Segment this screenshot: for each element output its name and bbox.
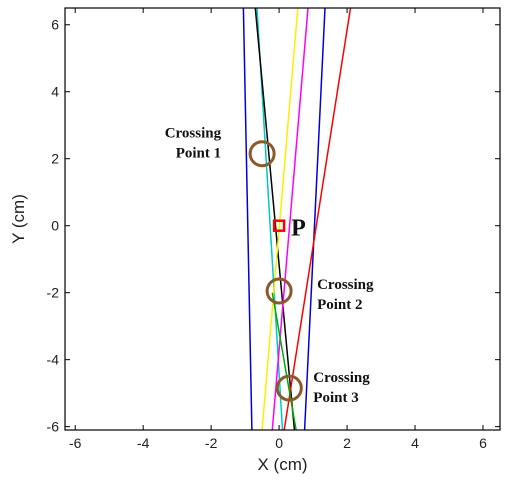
crossing-point-2-label-line2: Point 2 [317, 297, 362, 313]
point-p-label: P [291, 216, 306, 242]
crossing-point-1-label-line1: Crossing [165, 126, 222, 142]
y-tick-label: -2 [47, 285, 60, 301]
plot-area [65, 8, 500, 430]
series-line-7 [283, 8, 352, 430]
series-line-1 [242, 8, 253, 430]
x-tick-label: 6 [479, 435, 487, 451]
x-tick-label: 0 [275, 435, 283, 451]
overlay-layer: Crossing Point 1 Crossing Point 2 Crossing Po… [165, 126, 374, 406]
x-tick-label: 2 [343, 435, 351, 451]
y-tick-label: 6 [51, 17, 59, 33]
series-line-5 [261, 8, 299, 430]
series-line-2 [303, 8, 326, 430]
crossing-point-3-label-line2: Point 3 [313, 390, 358, 406]
y-tick-label: 0 [51, 218, 59, 234]
series-line-8 [271, 292, 297, 430]
crossing-point-2-label-line1: Crossing [317, 277, 374, 293]
x-tick-label: -4 [137, 435, 150, 451]
series-line-4 [254, 8, 296, 430]
point-p-marker [272, 219, 286, 232]
y-tick-label: 2 [51, 151, 59, 167]
x-tick-label: 4 [411, 435, 419, 451]
y-axis-label: Y (cm) [9, 194, 28, 244]
crossing-point-1-label-line2: Point 1 [176, 146, 221, 162]
crossing-point-1-circle [248, 140, 276, 168]
crossing-point-2-circle [265, 277, 293, 305]
x-tick-label: -2 [205, 435, 218, 451]
ticks-layer: -6 -4 -2 0 2 4 6 -6 -4 -2 0 2 4 6 [47, 8, 500, 451]
crossing-point-3-label-line1: Crossing [313, 370, 370, 386]
crossing-point-3-circle [275, 374, 303, 402]
y-tick-label: -4 [47, 352, 60, 368]
x-axis-label: X (cm) [257, 455, 307, 474]
series-layer [242, 8, 352, 430]
y-tick-label: -6 [47, 419, 60, 435]
x-tick-label: -6 [69, 435, 82, 451]
plot-frame [64, 7, 501, 431]
y-tick-label: 4 [51, 84, 59, 100]
series-line-6 [271, 8, 309, 430]
